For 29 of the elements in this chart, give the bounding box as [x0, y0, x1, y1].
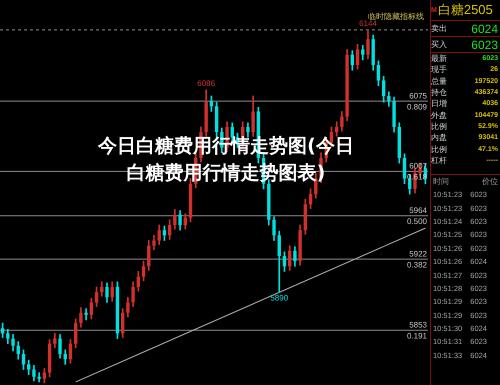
category-label: 比例	[431, 144, 447, 155]
text: 白糖2505	[438, 1, 493, 19]
annotation: 6144	[359, 19, 378, 28]
annotation: 临时隐藏指标线	[368, 12, 424, 22]
category-label: 比例	[431, 120, 447, 132]
category-label: 买入	[431, 39, 447, 50]
category-label: 内盘	[431, 132, 447, 144]
ref-line-label: 5922	[409, 249, 428, 258]
text: 时间	[433, 176, 449, 187]
text: 价位	[482, 176, 498, 187]
category-label: 总量	[431, 76, 447, 87]
annotation: 0.382	[406, 260, 428, 270]
category-label: 最新	[431, 53, 447, 64]
annotation: 0.500	[406, 216, 428, 226]
ref-line-label: 6075	[409, 91, 428, 100]
category-label: 现手	[431, 64, 447, 76]
category-label: 持仓	[431, 87, 447, 98]
annotation: 0.191	[406, 332, 428, 340]
text: 6023	[471, 38, 498, 52]
annotation: 5890	[270, 293, 289, 302]
category-label: 日增	[431, 98, 447, 110]
annotation: 6086	[197, 79, 216, 88]
annotation: 0.809	[406, 102, 428, 112]
ref-line-label: 5964	[409, 206, 428, 215]
category-label: 外盘	[431, 110, 447, 121]
category-label: 杠杆	[431, 154, 447, 166]
ref-line-label: 5853	[409, 320, 428, 330]
category-label: 卖出	[431, 23, 447, 34]
text: 6024	[471, 22, 498, 36]
